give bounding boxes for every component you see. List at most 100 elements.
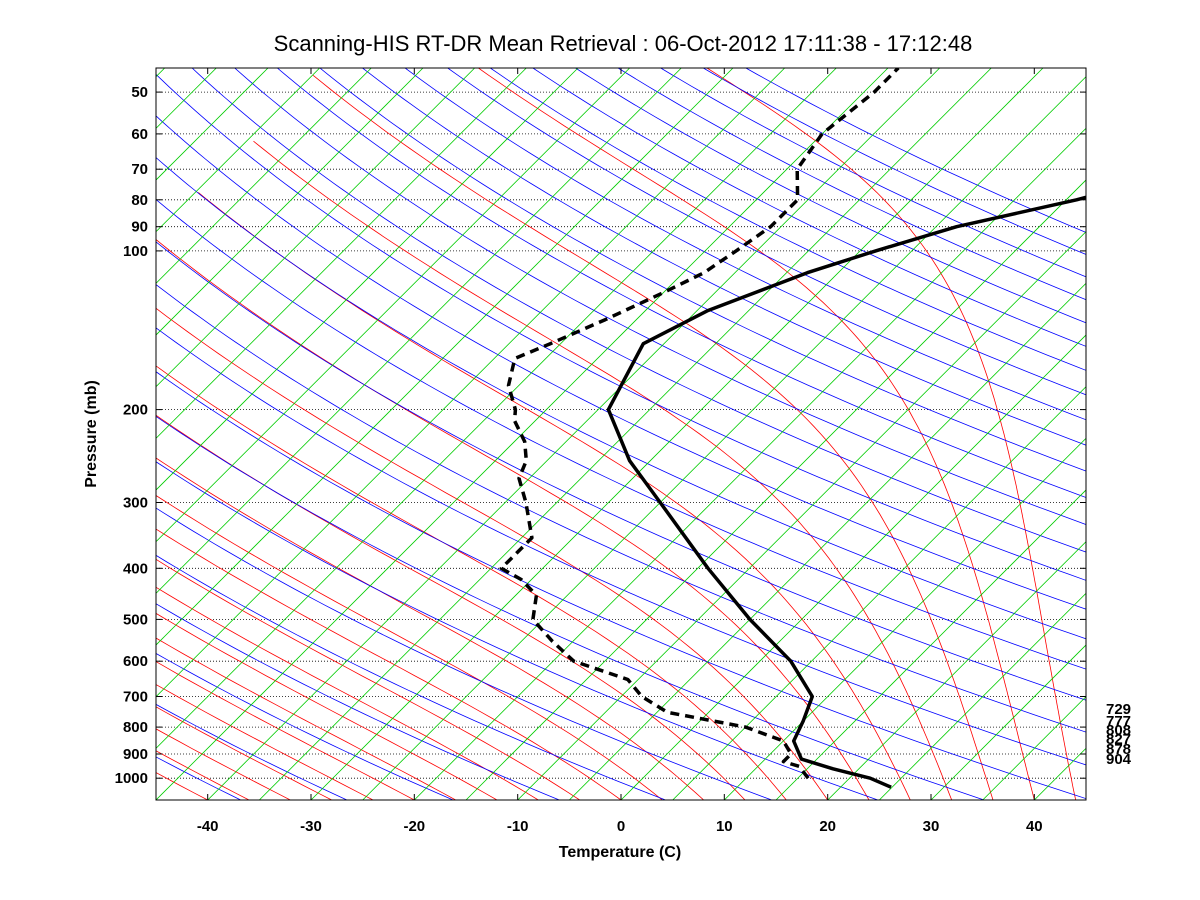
isotherm--65: [156, 68, 682, 594]
y-tick-label-70: 70: [131, 161, 148, 178]
isotherm-20: [827, 541, 1086, 800]
dry-adiabat-500: [660, 68, 1086, 278]
y-tick-label-200: 200: [123, 402, 148, 419]
x-axis-label: Temperature (C): [559, 844, 681, 861]
x-tick-label-30: 30: [923, 818, 940, 835]
isotherm--10: [517, 231, 1086, 800]
x-tick-label--30: -30: [300, 818, 322, 835]
dry-adiabat-300: [156, 415, 985, 800]
moist-adiabat--16: [156, 637, 456, 800]
moist-adiabat-16: [156, 365, 787, 800]
isotherm--45: [156, 68, 889, 800]
x-tick-label--20: -20: [403, 818, 425, 835]
isotherm--80: [156, 68, 527, 439]
isotherm-25: [879, 592, 1086, 800]
pressure-gridlines: [156, 91, 1086, 779]
moist-adiabat--28: [156, 706, 332, 800]
isotherm--70: [156, 68, 630, 543]
isotherm--15: [465, 179, 1086, 800]
right-level-label: 878: [1106, 741, 1131, 758]
x-tick-label-0: 0: [617, 818, 625, 835]
y-tick-label-400: 400: [123, 560, 148, 577]
x-axis-ticks: -40 -30 -20 -10 0 10 20 30 40: [197, 68, 1043, 835]
y-tick-label-100: 100: [123, 243, 148, 260]
y-tick-label-80: 80: [131, 192, 148, 209]
isotherm--75: [156, 68, 579, 491]
series-temperature: [606, 195, 1086, 789]
x-tick-label-20: 20: [819, 818, 836, 835]
dry-adiabat-280: [156, 507, 772, 800]
dry-adiabats: [156, 68, 1086, 800]
moist-adiabat-44: [706, 68, 1077, 800]
dry-adiabat-420: [319, 68, 1086, 472]
moist-adiabat--36: [156, 750, 250, 800]
y-tick-label-500: 500: [123, 611, 148, 628]
dry-adiabat-460: [490, 68, 1086, 371]
moist-adiabat-8: [156, 457, 704, 800]
right-level-label: 777: [1106, 713, 1131, 730]
dry-adiabat-250: [156, 652, 454, 800]
isotherm-5: [672, 386, 1086, 800]
dry-adiabat-510: [703, 68, 1086, 255]
moist-adiabat-12: [156, 414, 746, 800]
moist-adiabat-0: [156, 528, 622, 800]
y-tick-label-60: 60: [131, 126, 148, 143]
x-tick-label--40: -40: [197, 818, 219, 835]
isotherm--20: [414, 127, 1086, 800]
y-tick-label-1000: 1000: [115, 770, 148, 787]
isotherm--85: [156, 68, 475, 388]
dry-adiabat-440: [404, 68, 1086, 421]
y-tick-label-700: 700: [123, 689, 148, 706]
sounding-series: [499, 68, 1086, 789]
isotherm--35: [259, 68, 992, 800]
x-tick-label--10: -10: [507, 818, 529, 835]
isotherm-0: [620, 334, 1086, 800]
dry-adiabat-410: [277, 68, 1086, 498]
isotherm--90: [156, 68, 424, 336]
isotherm-15: [775, 489, 1086, 800]
moist-adiabat-4: [156, 495, 663, 800]
dry-adiabat-290: [156, 461, 878, 800]
dry-adiabat-350: [156, 199, 1086, 670]
moist-adiabat--8: [156, 586, 539, 800]
y-tick-label-800: 800: [123, 719, 148, 736]
x-tick-label-10: 10: [716, 818, 733, 835]
dry-adiabat-520: [745, 68, 1086, 233]
y-tick-label-600: 600: [123, 653, 148, 670]
isotherm--100: [156, 68, 320, 233]
moist-adiabat--12: [156, 612, 498, 800]
right-level-label: 827: [1106, 731, 1131, 748]
right-level-label: 808: [1106, 722, 1131, 739]
isotherm--25: [362, 76, 1086, 800]
moist-adiabat-32: [253, 140, 953, 800]
y-tick-label-50: 50: [131, 84, 148, 101]
dry-adiabat-470: [532, 68, 1086, 347]
right-level-label: 729: [1106, 701, 1131, 718]
y-axis-ticks: 50 60 70 80 90 100 200 300 400 500 600 700 800 900 100…: [115, 84, 1086, 787]
moist-adiabat--24: [156, 684, 374, 800]
y-axis-label: Pressure (mb): [83, 380, 100, 488]
isotherm--30: [310, 68, 1044, 800]
dry-adiabat-480: [575, 68, 1086, 324]
isotherm--5: [569, 282, 1086, 800]
moist-adiabat--32: [156, 728, 291, 800]
dry-adiabat-370: [156, 115, 1086, 610]
dry-adiabat-390: [191, 68, 1086, 553]
dry-adiabat-490: [617, 68, 1086, 301]
chart-title: Scanning-HIS RT-DR Mean Retrieval : 06-O…: [274, 31, 973, 56]
isotherm--60: [156, 68, 734, 646]
dry-adiabat-270: [156, 554, 666, 800]
y-tick-label-90: 90: [131, 219, 148, 236]
dry-adiabat-340: [156, 241, 1086, 701]
isotherm--50: [156, 68, 837, 749]
isotherm--55: [156, 68, 785, 698]
skewed-isotherms: [156, 68, 1086, 800]
y-tick-label-900: 900: [123, 746, 148, 763]
isotherm-10: [724, 437, 1086, 800]
right-level-label: 904: [1106, 751, 1132, 768]
dry-adiabat-360: [156, 157, 1086, 640]
isotherm--40: [207, 68, 940, 800]
